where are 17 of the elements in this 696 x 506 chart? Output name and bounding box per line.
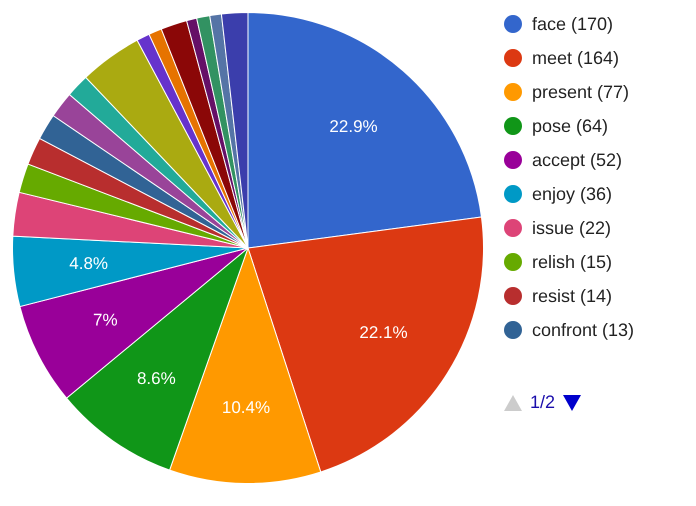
legend-label: confront (13): [532, 320, 634, 340]
legend-label: present (77): [532, 82, 630, 102]
data-label: 8.6%: [136, 368, 176, 388]
legend-label: meet (164): [532, 48, 620, 68]
legend-label: accept (52): [532, 150, 622, 170]
data-label: 4.8%: [69, 254, 108, 273]
data-label: 22.9%: [329, 117, 378, 136]
text: 1/2: [530, 392, 556, 413]
data-label: 22.1%: [359, 323, 408, 342]
legend-label: enjoy (36): [532, 184, 612, 204]
data-label: 7%: [93, 310, 118, 330]
legend-label: resist (14): [532, 286, 612, 306]
legend-label: relish (15): [532, 252, 612, 272]
legend-label: pose (64): [532, 116, 608, 136]
legend-label: issue (22): [532, 218, 612, 238]
data-label: 10.4%: [222, 398, 270, 417]
legend-label: face (170): [532, 14, 614, 34]
